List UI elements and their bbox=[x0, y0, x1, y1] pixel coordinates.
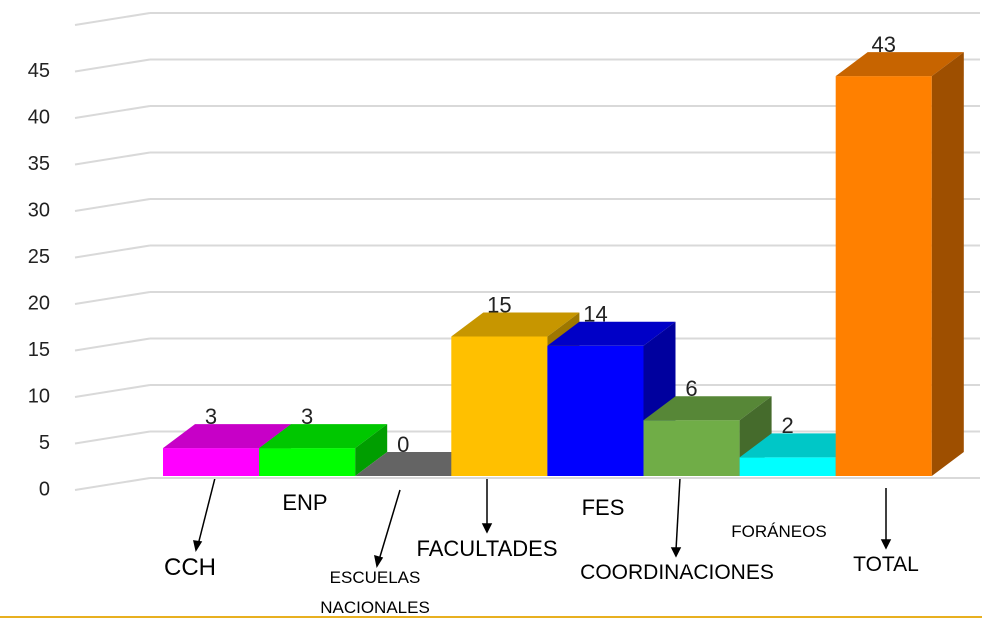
bar-top bbox=[547, 321, 676, 346]
grid-line bbox=[74, 384, 151, 398]
bar-top bbox=[451, 312, 580, 337]
arrows bbox=[193, 477, 892, 568]
category-label: ESCUELAS NACIONALES bbox=[320, 568, 430, 617]
grid-line bbox=[74, 58, 151, 73]
bar bbox=[739, 457, 836, 476]
bar-top bbox=[643, 396, 772, 421]
grid-line bbox=[74, 198, 151, 212]
data-label: 2 bbox=[782, 413, 794, 438]
data-label: 43 bbox=[872, 32, 896, 57]
data-label: 3 bbox=[301, 404, 313, 429]
y-tick-label: 15 bbox=[28, 339, 50, 361]
bar-side bbox=[931, 52, 964, 476]
bar-top bbox=[163, 424, 292, 449]
bar-top bbox=[259, 424, 388, 449]
bar-side bbox=[355, 424, 388, 476]
y-tick-label: 45 bbox=[28, 60, 50, 82]
data-label: 3 bbox=[205, 404, 217, 429]
y-tick-label: 35 bbox=[28, 153, 50, 175]
y-tick-label: 10 bbox=[28, 385, 50, 407]
category-label: ENP bbox=[282, 490, 328, 515]
data-label: 14 bbox=[583, 302, 607, 327]
bar bbox=[835, 76, 932, 476]
bar-top bbox=[739, 433, 868, 458]
bar bbox=[451, 336, 548, 476]
category-label: COORDINACIONES bbox=[580, 561, 774, 584]
data-label: 15 bbox=[487, 292, 511, 317]
y-tick-label: 0 bbox=[39, 478, 50, 500]
bar-top bbox=[355, 452, 484, 476]
bar bbox=[259, 448, 356, 476]
y-tick-label: 5 bbox=[39, 432, 50, 454]
category-label: CCH bbox=[164, 554, 216, 581]
bar bbox=[547, 345, 644, 476]
category-label: TOTAL bbox=[853, 553, 919, 576]
grid-line bbox=[74, 430, 151, 445]
grid-line bbox=[74, 151, 151, 166]
grid-line bbox=[74, 477, 151, 491]
bar bbox=[163, 448, 260, 476]
y-tick-label: 20 bbox=[28, 292, 50, 314]
y-tick-label: 30 bbox=[28, 199, 50, 221]
category-label: FES bbox=[581, 495, 625, 520]
grid-line bbox=[74, 291, 151, 305]
y-tick-label: 25 bbox=[28, 246, 50, 268]
category-label: FACULTADES bbox=[416, 536, 558, 561]
data-label: 6 bbox=[685, 376, 697, 401]
grid-line bbox=[74, 244, 151, 259]
category-label: FORÁNEOS bbox=[731, 522, 827, 541]
grid-line bbox=[74, 337, 151, 352]
bar bbox=[643, 420, 740, 476]
data-label: 0 bbox=[397, 432, 409, 457]
wall-top bbox=[74, 12, 151, 26]
bar-top bbox=[835, 52, 964, 77]
y-tick-label: 40 bbox=[28, 106, 50, 128]
grid-line bbox=[74, 105, 151, 119]
